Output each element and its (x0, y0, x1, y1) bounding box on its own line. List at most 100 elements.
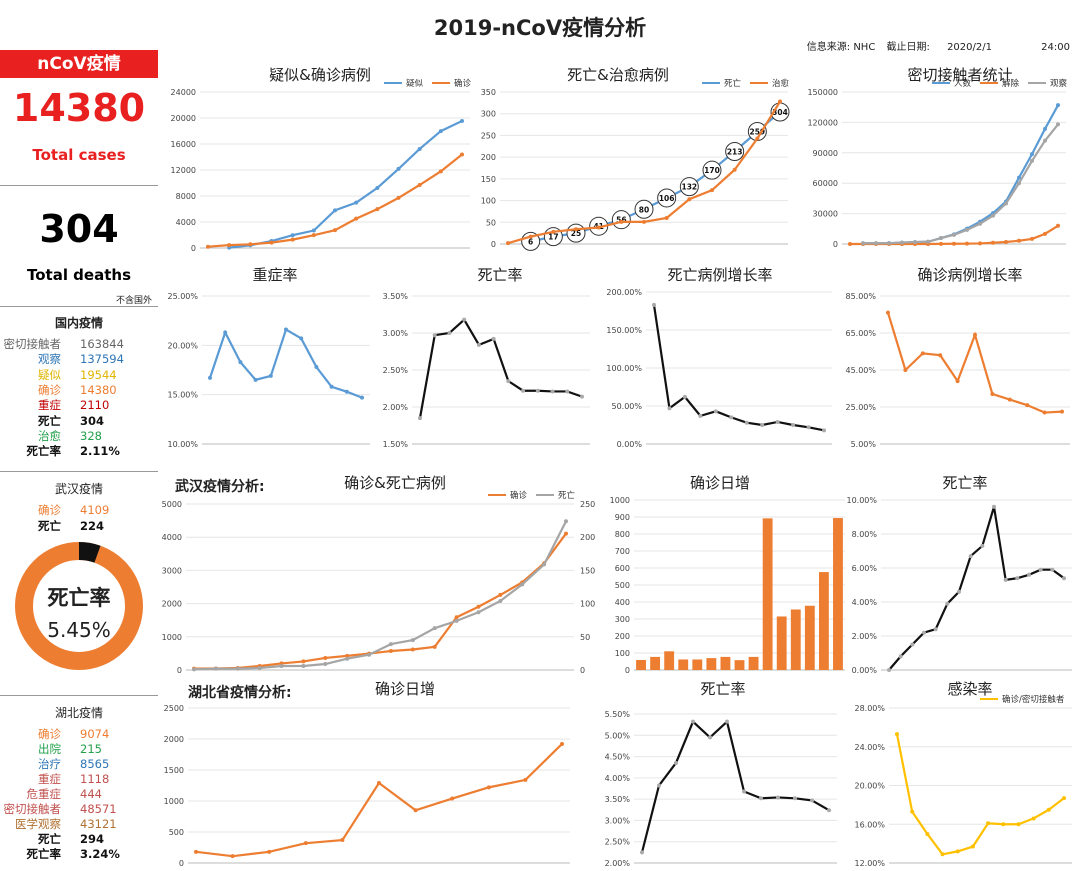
y2-tick-label: 250 (580, 500, 595, 509)
data-point (940, 852, 945, 857)
data-point (560, 741, 564, 746)
data-point (657, 783, 661, 788)
data-point (340, 838, 345, 843)
data-point (990, 392, 995, 397)
chart-svg: 12.00% 16.00% 20.00% 24.00% 28.00% 确诊/密切接触者 (854, 694, 1072, 868)
y-tick-label: 150.00% (606, 326, 642, 335)
data-point (230, 854, 235, 859)
data-point (498, 592, 503, 597)
stat-row: 医学观察 43121 (0, 817, 158, 832)
chart-svg: 0 30000 60000 90000 120000 150000 观察 解除 人数 (807, 78, 1067, 249)
source-info: 信息来源: NHC 截止日期: 2020/2/1 24:00 (799, 38, 1070, 53)
y-tick-label: 1500 (164, 766, 184, 775)
y-tick-label: 300 (615, 615, 630, 624)
data-point (396, 166, 401, 171)
data-point (388, 649, 393, 654)
legend-label: 确诊 (510, 490, 528, 501)
stat-row: 治疗 8565 (0, 757, 158, 772)
data-point (432, 644, 437, 649)
data-point (886, 310, 890, 315)
data-point (290, 233, 295, 238)
data-point (454, 618, 459, 623)
y-tick-label: 10.00% (846, 496, 877, 505)
data-point (1050, 567, 1055, 572)
stat-row: 重症 1118 (0, 772, 158, 787)
y-tick-label: 600 (615, 564, 630, 573)
data-point (432, 626, 437, 631)
stat-value: 137594 (80, 352, 124, 367)
data-point (238, 360, 243, 365)
stat-label: 观察 (38, 352, 61, 367)
chart-title: 死亡病例增长率 (667, 266, 773, 284)
stat-row: 死亡 224 (0, 519, 158, 534)
data-point (227, 243, 232, 248)
chart-svg: 0.00% 2.00% 4.00% 6.00% 8.00% 10.00% (846, 496, 1072, 675)
stat-value: 9074 (80, 727, 110, 741)
series-line (862, 123, 1059, 245)
data-point (652, 302, 656, 307)
data-point (413, 808, 418, 813)
data-point (755, 136, 760, 141)
data-point (1030, 158, 1034, 163)
chart-svg: 5.00% 25.00% 45.00% 65.00% 85.00% (845, 292, 1070, 449)
data-point (1001, 822, 1006, 827)
data-point (550, 389, 555, 394)
data-label: 106 (659, 194, 675, 203)
stat-value: 1118 (80, 772, 110, 786)
data-point (702, 160, 722, 180)
data-point (933, 627, 938, 632)
y-tick-label: 900 (615, 513, 630, 522)
data-label: 132 (682, 183, 698, 192)
data-point (248, 242, 253, 247)
data-point (1043, 231, 1047, 236)
data-point (978, 241, 982, 246)
y-tick-label: 0.00% (617, 440, 643, 449)
stat-row: 死亡率 2.11% (0, 444, 158, 459)
data-point (417, 146, 422, 151)
stat-label: 危重症 (26, 787, 62, 801)
y-tick-label: 150000 (807, 88, 838, 97)
data-point (460, 152, 464, 157)
legend-label: 解除 (1002, 78, 1020, 89)
y-tick-label: 20000 (171, 114, 196, 123)
data-point (945, 601, 950, 606)
series-line (229, 119, 463, 249)
series-line (208, 327, 363, 399)
data-point (1017, 238, 1021, 243)
data-label: 17 (548, 233, 558, 242)
y-tick-label: 12000 (171, 166, 196, 175)
data-point (1004, 201, 1008, 206)
data-point (410, 647, 415, 652)
data-point (301, 664, 306, 669)
data-point (345, 653, 350, 658)
total-deaths-label: Total deaths (26, 266, 131, 284)
page-title: 2019-nCoV疫情分析 (433, 16, 647, 40)
data-point (848, 242, 852, 246)
y-tick-label: 5.00% (605, 731, 631, 740)
y-tick-label: 0 (625, 666, 630, 675)
data-point (418, 416, 422, 421)
y-tick-label: 700 (615, 547, 630, 556)
data-point (978, 221, 982, 226)
y-tick-label: 3.00% (605, 816, 631, 825)
data-point (910, 642, 915, 647)
data-point (895, 732, 899, 737)
chart-title: 确诊&死亡病例 (344, 474, 446, 492)
y-tick-label: 0 (179, 859, 184, 868)
chart-title: 死亡率 (477, 266, 523, 284)
data-point (476, 342, 481, 347)
y-tick-label: 100 (481, 197, 496, 206)
date-label: 截止日期: (886, 42, 930, 53)
data-point (952, 232, 956, 237)
data-point (1017, 181, 1021, 186)
data-point (375, 185, 380, 190)
stat-value: 48571 (80, 802, 117, 816)
data-point (223, 330, 228, 335)
chart-title: 确诊病例增长率 (917, 266, 1023, 284)
y-tick-label: 5.00% (851, 440, 877, 449)
data-point (417, 183, 422, 188)
data-point (1016, 822, 1021, 827)
stat-value: 19544 (80, 367, 117, 382)
data-point (926, 239, 930, 244)
y-tick-label: 2000 (164, 735, 184, 744)
